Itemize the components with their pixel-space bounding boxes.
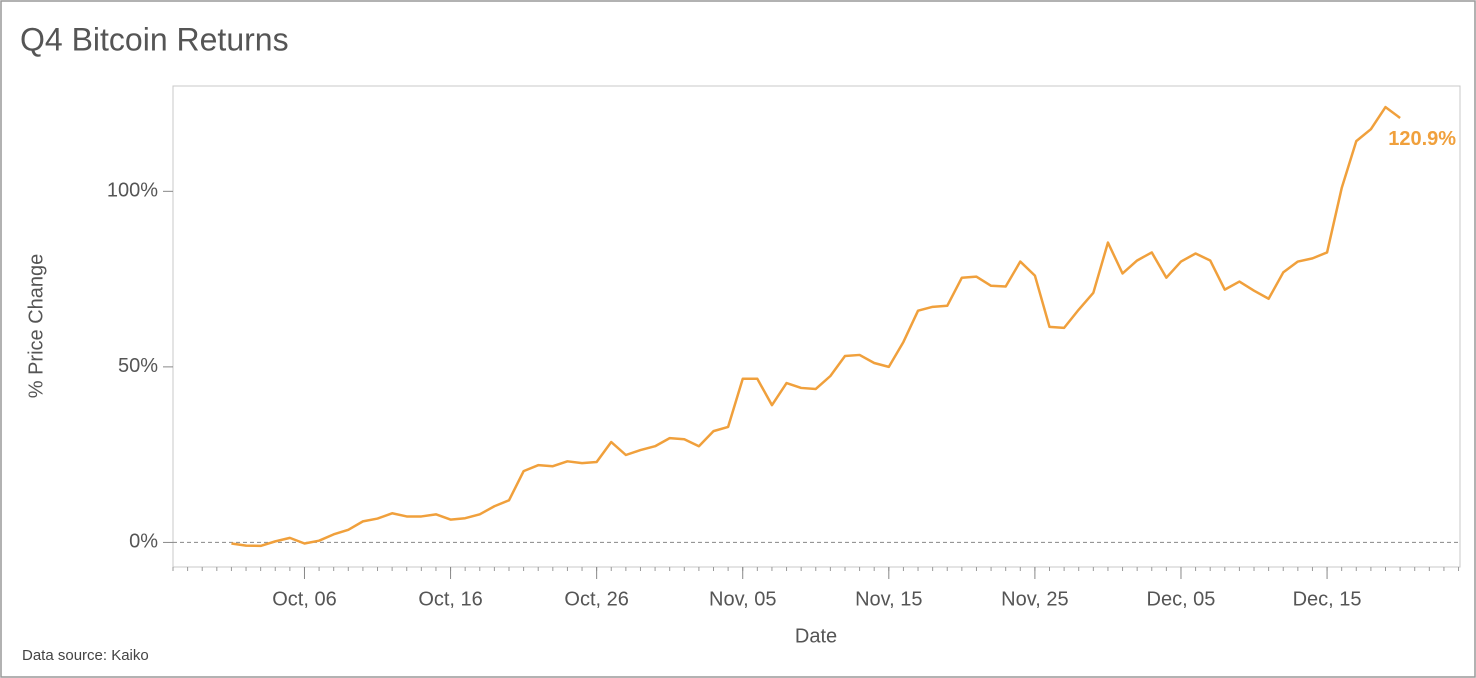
x-tick-label: Oct, 26 (564, 588, 628, 610)
source-note: Data source: Kaiko (22, 647, 149, 664)
x-tick-label: Nov, 05 (709, 588, 776, 610)
y-axis-label: % Price Change (25, 254, 47, 399)
plot-frame (172, 85, 1461, 568)
x-tick-label: Dec, 15 (1293, 588, 1362, 610)
y-tick-label: 50% (118, 355, 158, 377)
data-line (231, 105, 1401, 548)
y-tick-label: 0% (129, 531, 158, 553)
y-tick-label: 100% (107, 180, 158, 202)
x-tick-label: Nov, 15 (855, 588, 922, 610)
x-tick-label: Oct, 16 (418, 588, 482, 610)
x-tick-label: Oct, 06 (272, 588, 336, 610)
chart-title: Q4 Bitcoin Returns (20, 21, 289, 57)
x-tick-label: Dec, 05 (1147, 588, 1216, 610)
data-label: 120.9% (1388, 128, 1456, 150)
x-tick-label: Nov, 25 (1001, 588, 1068, 610)
x-axis-label: Date (795, 625, 837, 647)
